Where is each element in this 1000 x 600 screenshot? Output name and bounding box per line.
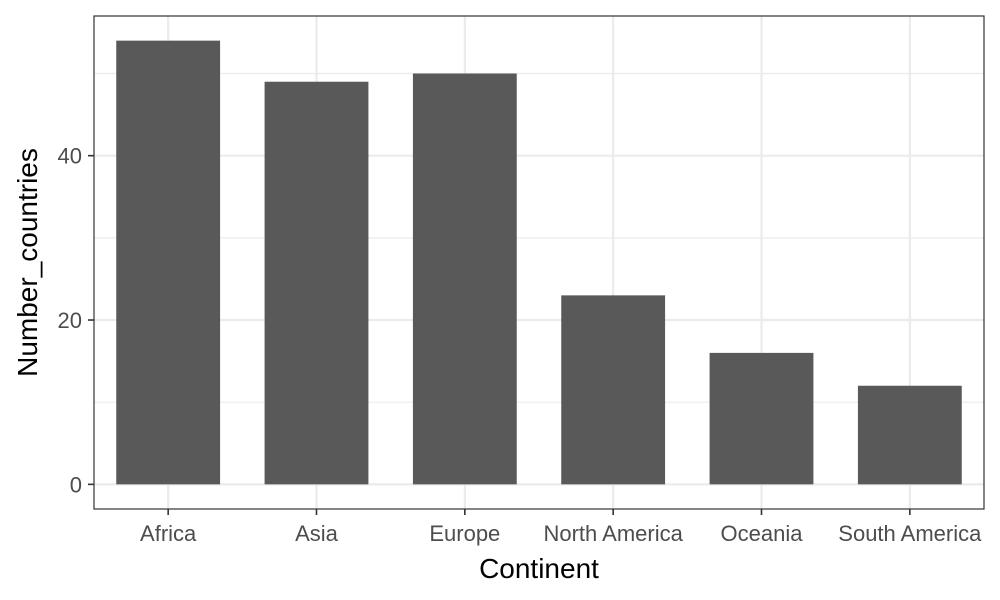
x-tick-label: North America	[543, 521, 683, 546]
x-axis-title: Continent	[479, 553, 599, 584]
bar-north-america	[561, 295, 666, 485]
y-axis-title: Number_countries	[12, 148, 43, 377]
panel-border	[93, 15, 985, 510]
axes: 0 20 40 Africa Asia Europe North America Oceani…	[58, 144, 983, 546]
bars	[116, 40, 962, 485]
x-tick-label: Europe	[429, 521, 500, 546]
bar-south-america	[857, 385, 962, 485]
bar-europe	[412, 73, 517, 485]
y-tick-label: 0	[70, 472, 82, 497]
x-tick-label: Asia	[295, 521, 339, 546]
x-tick-label: South America	[838, 521, 982, 546]
x-tick-label: Africa	[140, 521, 197, 546]
bar-africa	[116, 40, 221, 485]
y-tick-label: 20	[58, 308, 82, 333]
x-tick-label: Oceania	[721, 521, 804, 546]
y-tick-label: 40	[58, 144, 82, 169]
bar-oceania	[709, 352, 814, 485]
bar-asia	[264, 81, 369, 485]
